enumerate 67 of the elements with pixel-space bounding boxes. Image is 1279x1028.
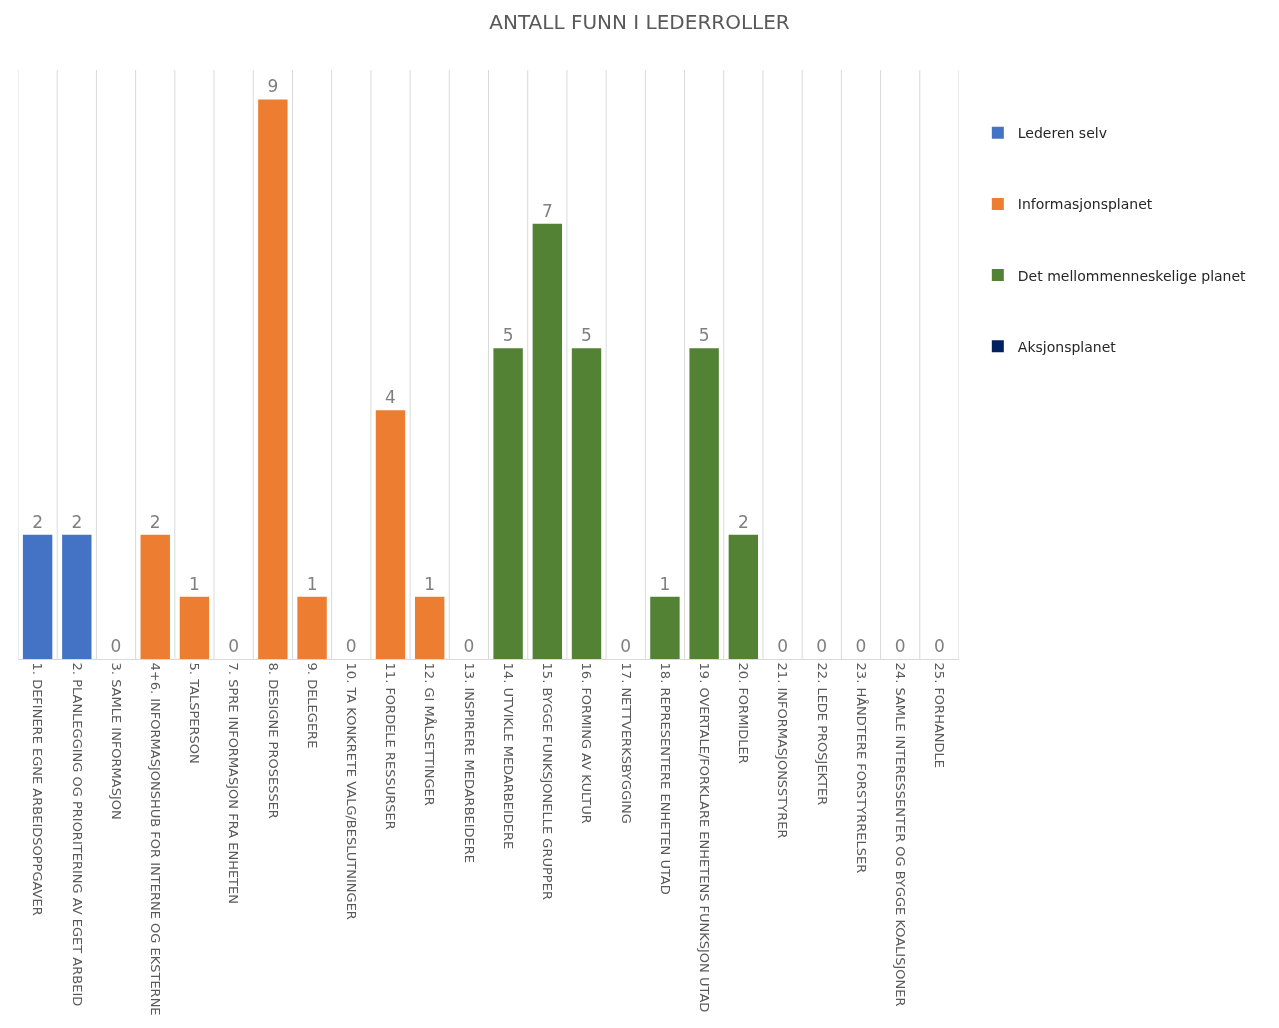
x-tick-label: 24. SAMLE INTERESSENTER OG BYGGE KOALISJONER [892, 662, 908, 1007]
data-label: 2 [737, 511, 749, 532]
bar [179, 596, 210, 659]
data-label: 1 [424, 573, 436, 594]
x-tick-label: 23. HÅNDTERE FORSTYRRELSER [853, 662, 869, 874]
bar [297, 596, 327, 659]
data-label: 0 [620, 636, 632, 656]
bar [258, 99, 288, 659]
x-tick-label: 16. FORMING AV KULTUR [579, 662, 595, 824]
bar [650, 596, 680, 659]
data-label: 5 [698, 325, 710, 346]
data-label: 5 [581, 325, 592, 346]
data-label: 0 [345, 636, 357, 656]
bar [689, 348, 719, 659]
x-tick-label: 7. SPRE INFORMASJON FRA ENHETEN [226, 662, 242, 905]
data-label: 1 [189, 573, 200, 594]
x-tick-label: 20. FORMIDLER [736, 662, 752, 764]
x-tick-label: 4+6. INFORMASJONSHUB FOR INTERNE OG EKSTERNE [148, 662, 163, 1016]
legend-label: Det mellommenneskelige planet [1017, 267, 1247, 284]
data-label: 1 [659, 573, 671, 594]
data-label: 0 [110, 636, 122, 656]
x-tick-label: 21. INFORMASJONSSTYRER [775, 662, 791, 839]
x-tick-label: 11. FORDELE RESSURSER [383, 662, 399, 830]
x-tick-label: 12. GI MÅLSETTINGER [422, 662, 438, 806]
x-tick-label: 1. DEFINERE EGNE ARBEIDSOPPGAVER [30, 662, 46, 916]
bar [532, 223, 563, 659]
data-label: 0 [228, 636, 240, 656]
legend-label: Aksjonsplanet [1017, 338, 1117, 355]
x-tick-label: 22. LEDE PROSJEKTER [814, 662, 830, 806]
data-label: 2 [32, 511, 44, 532]
x-tick-label: 15. BYGGE FUNKSJONELLE GRUPPER [540, 662, 556, 900]
data-label: 7 [541, 200, 553, 221]
data-label: 0 [855, 636, 867, 656]
x-tick-label: 3. SAMLE INFORMASJON [108, 662, 124, 820]
data-label: 4 [385, 387, 396, 408]
data-label: 0 [463, 636, 475, 656]
bar [728, 534, 759, 659]
x-tick-label: 17. NETTVERKSBYGGING [618, 662, 634, 824]
x-tick-label: 2. PLANLEGGING OG PRIORITERING AV EGET ARBEID [69, 662, 85, 1007]
data-label: 2 [149, 511, 161, 532]
bar [62, 534, 92, 659]
data-label: 0 [816, 636, 828, 656]
x-tick-label: 25. FORHANDLE [932, 662, 948, 769]
bar [414, 596, 445, 659]
x-tick-label: 5. TALSPERSON [187, 662, 203, 764]
bar [493, 348, 523, 659]
legend-label: Informasjonsplanet [1017, 196, 1153, 213]
bar [375, 410, 406, 659]
x-tick-label: 14. UTVIKLE MEDARBEIDERE [500, 662, 516, 850]
legend-label: Lederen selv [1017, 125, 1107, 142]
bar [571, 348, 602, 659]
bar [140, 534, 170, 659]
chart-title: ANTALL FUNN I LEDERROLLER [489, 10, 790, 35]
bar [22, 534, 53, 659]
data-label: 5 [502, 325, 514, 346]
x-tick-label: 9. DELEGERE [304, 662, 320, 749]
data-label: 1 [306, 573, 318, 594]
x-tick-label: 19. OVERTALE/FORKLARE ENHETENS FUNKSJON UTAD [696, 662, 712, 1013]
data-label: 0 [777, 636, 788, 656]
x-tick-label: 8. DESIGNE PROSESSER [265, 662, 281, 819]
data-label: 0 [933, 636, 945, 656]
x-tick-label: 10. TA KONKRETE VALG/BESLUTNINGER [344, 662, 360, 920]
data-label: 2 [71, 511, 83, 532]
data-label: 0 [894, 636, 906, 656]
data-label: 9 [267, 76, 279, 97]
x-tick-label: 13. INSPIRERE MEDARBEIDERE [461, 662, 477, 864]
x-tick-label: 18. REPRESENTERE ENHETEN UTAD [657, 662, 673, 895]
